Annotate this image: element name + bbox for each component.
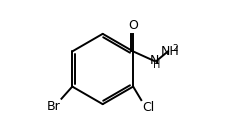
Text: NH: NH [161,45,180,58]
Text: 2: 2 [173,44,178,53]
Text: Cl: Cl [142,101,154,114]
Text: H: H [154,60,161,70]
Text: Br: Br [47,100,60,113]
Text: N: N [149,54,159,67]
Text: O: O [128,19,138,32]
